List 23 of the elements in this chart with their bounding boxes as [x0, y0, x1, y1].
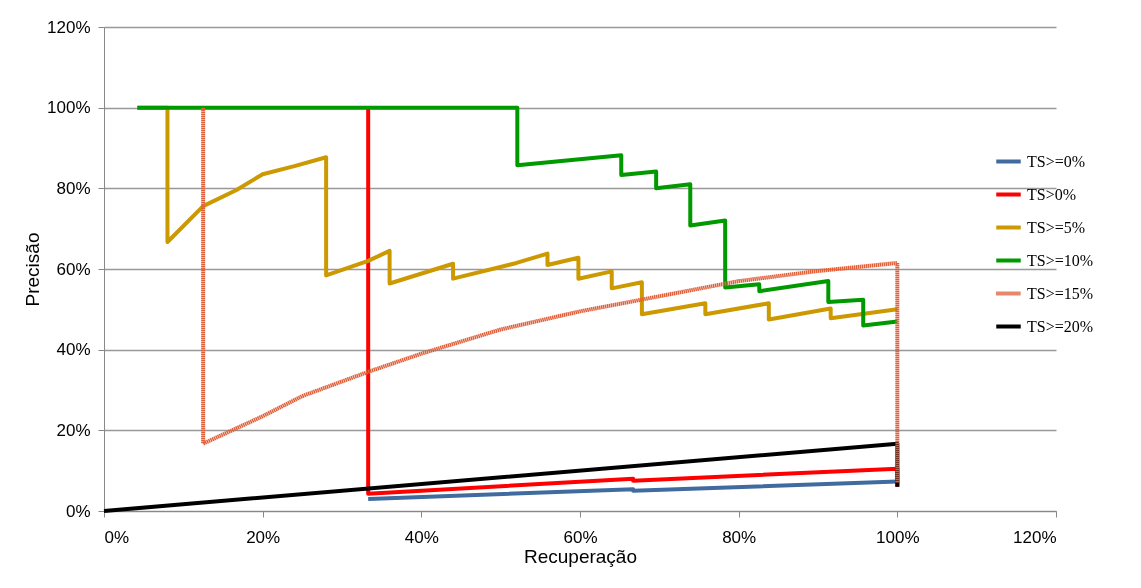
x-tick-label: 120% [1013, 527, 1057, 547]
y-tick-label: 60% [56, 259, 91, 279]
y-axis-title: Precisão [22, 232, 44, 307]
legend-label: TS>=15% [1027, 284, 1094, 302]
y-tick-label: 0% [65, 501, 91, 521]
x-tick-label: 80% [722, 527, 757, 547]
legend-label: TS>=5% [1027, 218, 1086, 236]
x-tick-label: 60% [563, 527, 598, 547]
y-tick-label: 100% [47, 98, 91, 118]
legend-label: TS>=20% [1027, 317, 1094, 335]
y-tick-label: 80% [56, 178, 91, 198]
legend-label: TS>0% [1027, 185, 1077, 203]
x-tick-label: 0% [104, 527, 130, 547]
line-series [201, 105, 900, 485]
y-tick-label: 20% [56, 420, 91, 440]
x-tick-label: 100% [876, 527, 920, 547]
y-tick-label: 40% [56, 340, 91, 360]
legend-label: TS>=10% [1027, 251, 1094, 269]
x-tick-label: 20% [246, 527, 281, 547]
legend-label: TS>=0% [1027, 152, 1086, 170]
y-tick-label: 120% [47, 17, 91, 37]
x-tick-label: 40% [404, 527, 439, 547]
x-axis-title: Recuperação [523, 545, 638, 567]
